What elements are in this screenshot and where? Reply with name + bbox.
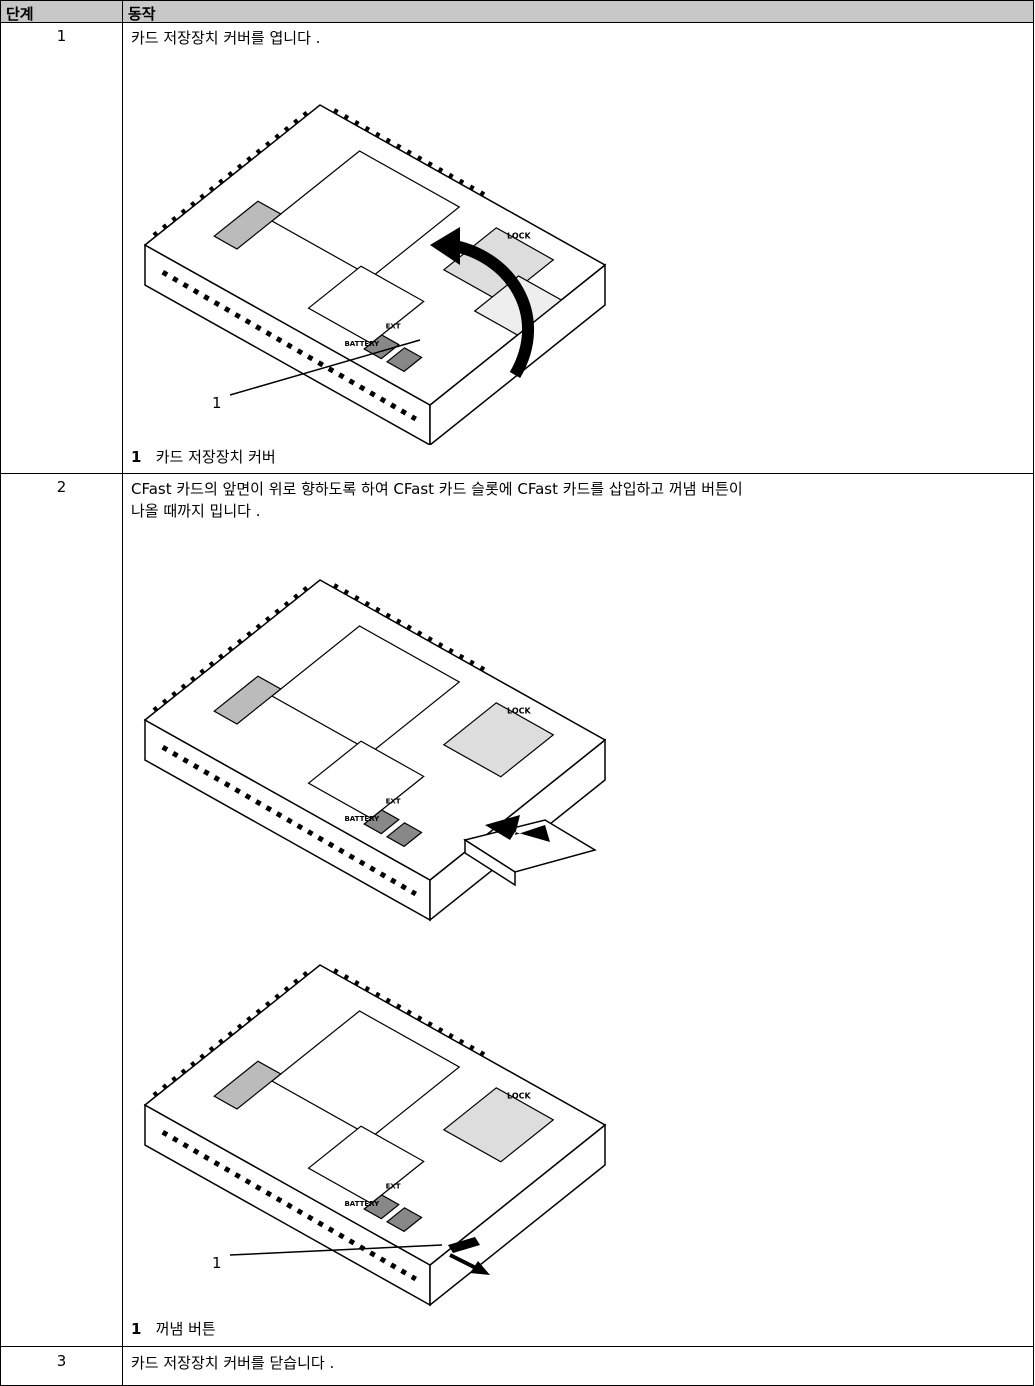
- step-number: 1: [56, 27, 67, 45]
- instruction: 카드 저장장치 커버를 엽니다 .: [131, 29, 321, 47]
- device: LOCK BATTERY EXT: [143, 104, 607, 445]
- insert-arrow: [485, 815, 550, 842]
- cfast-card-edge: [464, 838, 516, 887]
- port: [213, 200, 282, 250]
- legend-number: 1: [131, 1320, 142, 1338]
- device-ribs: [161, 1130, 418, 1282]
- port: [213, 1060, 282, 1110]
- instruction-line: CFast 카드의 앞면이 위로 향하도록 하여 CFast 카드 슬롯에 CF…: [131, 480, 743, 498]
- row-1-step-cell: [0, 22, 123, 474]
- row-2-step-cell: [0, 473, 123, 1347]
- device-label: EXT: [386, 1183, 401, 1191]
- device-ribs: [152, 967, 313, 1097]
- callout-number: 1: [212, 1254, 222, 1272]
- label-panel: [270, 1010, 461, 1138]
- instruction: 카드 저장장치 커버를 닫습니다 .: [131, 1354, 335, 1372]
- callout-line: [229, 1244, 443, 1256]
- callout-line: [229, 339, 421, 396]
- header-action: 동작: [122, 0, 1034, 23]
- switch: [385, 822, 423, 848]
- switch: [363, 1194, 400, 1220]
- header-step: 단계: [0, 0, 123, 23]
- device-label: EXT: [386, 798, 401, 806]
- device-ribs: [152, 107, 313, 237]
- battery-cover: [307, 740, 425, 820]
- device-label: LOCK: [507, 1092, 531, 1101]
- switch: [363, 809, 400, 835]
- battery-cover: [307, 1125, 425, 1205]
- connector: [442, 1087, 555, 1163]
- label-panel: [270, 150, 461, 278]
- device-label: LOCK: [507, 707, 531, 716]
- arrow-head: [470, 1261, 490, 1275]
- illustration: LOCK BATTERY EXT 1: [143, 104, 607, 445]
- device-ribs: [161, 270, 418, 422]
- device-label: BATTERY: [344, 340, 380, 348]
- legend: 1 꺼냄 버튼: [131, 1318, 216, 1339]
- legend: 1 카드 저장장치 커버: [131, 446, 276, 467]
- battery-cover: [307, 265, 425, 345]
- port: [213, 675, 282, 725]
- instruction-line: 나올 때까지 밉니다 .: [131, 502, 261, 520]
- device: LOCK BATTERY EXT: [143, 579, 607, 922]
- legend-number: 1: [131, 448, 142, 466]
- rotation-arrow: [448, 239, 535, 379]
- device-ribs: [152, 582, 313, 712]
- step-number: 2: [56, 478, 67, 496]
- callout-number: 1: [212, 394, 222, 412]
- device-label: LOCK: [507, 232, 531, 241]
- illustration: LOCK BATTERY EXT 1: [143, 964, 607, 1307]
- legend-text: 꺼냄 버튼: [155, 1320, 216, 1338]
- switch: [363, 334, 400, 360]
- switch: [385, 1207, 423, 1233]
- device-label: EXT: [386, 323, 401, 331]
- switch: [385, 347, 423, 373]
- step-number: 3: [56, 1352, 67, 1370]
- device-label: BATTERY: [344, 1200, 380, 1208]
- connector: [442, 702, 555, 778]
- illustration: LOCK BATTERY EXT: [143, 579, 607, 922]
- label-panel: [270, 625, 461, 753]
- device: LOCK BATTERY EXT: [143, 964, 607, 1307]
- device-label: BATTERY: [344, 815, 380, 823]
- eject-button: [448, 1237, 480, 1253]
- legend-text: 카드 저장장치 커버: [155, 448, 276, 466]
- device-ribs: [161, 745, 418, 897]
- arrow-head: [430, 227, 460, 265]
